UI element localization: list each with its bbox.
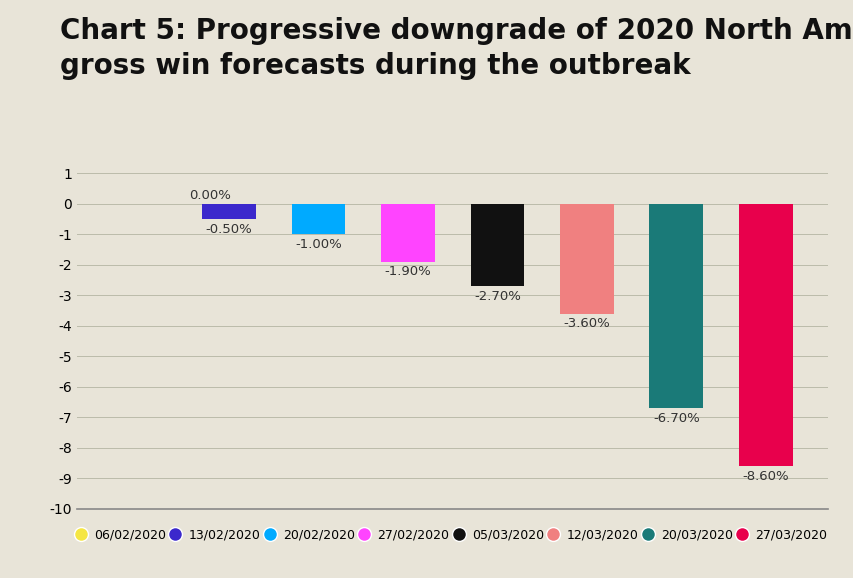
Text: -1.00%: -1.00% (294, 238, 341, 251)
Text: Chart 5: Progressive downgrade of 2020 North America
gross win forecasts during : Chart 5: Progressive downgrade of 2020 N… (60, 17, 853, 80)
Text: -2.70%: -2.70% (473, 290, 520, 303)
Text: -0.50%: -0.50% (206, 223, 252, 236)
Bar (560, 204, 613, 314)
Bar (648, 204, 702, 408)
Legend: 06/02/2020, 13/02/2020, 20/02/2020, 27/02/2020, 05/03/2020, 12/03/2020, 20/03/20: 06/02/2020, 13/02/2020, 20/02/2020, 27/0… (78, 528, 827, 542)
Bar (202, 204, 256, 219)
Text: -1.90%: -1.90% (384, 265, 431, 279)
Text: 0.00%: 0.00% (189, 190, 230, 202)
Bar (380, 204, 434, 262)
Bar (738, 204, 792, 466)
Text: -8.60%: -8.60% (741, 470, 788, 483)
Bar (291, 204, 345, 234)
Text: -3.60%: -3.60% (563, 317, 610, 330)
Text: -6.70%: -6.70% (653, 412, 699, 425)
Bar (470, 204, 524, 286)
